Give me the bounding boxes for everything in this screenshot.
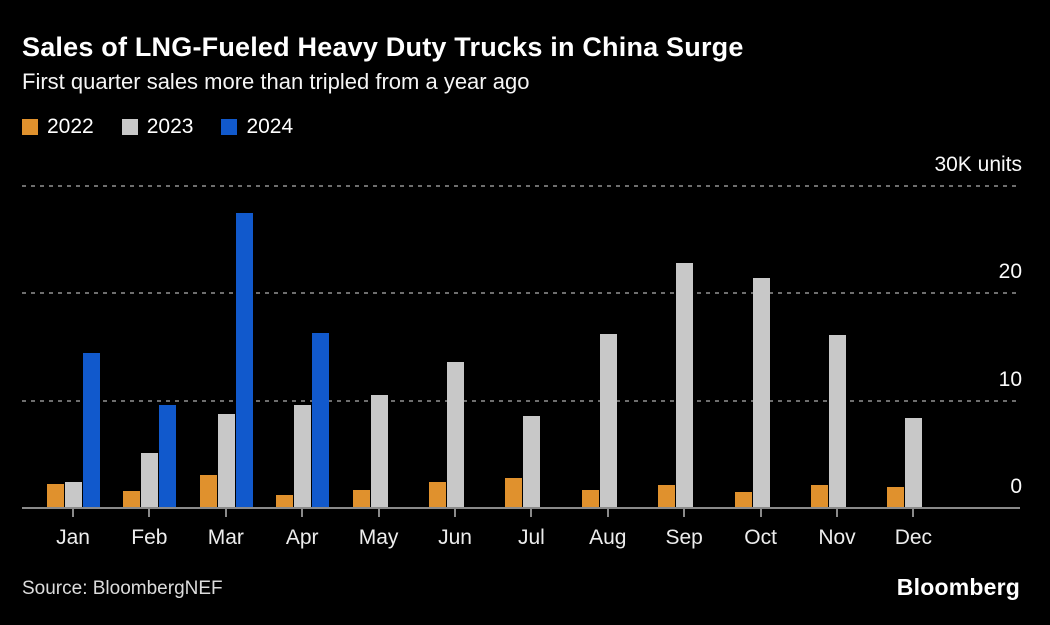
bar-2023-jun <box>447 362 464 508</box>
legend-swatch-2022 <box>22 119 38 135</box>
gridline-30k <box>22 185 1020 187</box>
bar-2022-oct <box>734 492 752 508</box>
bar-2023-jan <box>65 482 82 508</box>
y-label-30: 30K units <box>934 153 1022 176</box>
x-tick-oct <box>759 509 762 517</box>
x-tick-feb <box>148 509 151 517</box>
bar-2022-aug <box>581 490 599 508</box>
bloomberg-logo: Bloomberg <box>896 574 1020 600</box>
x-tick-may <box>377 509 380 517</box>
bar-2023-may <box>370 395 388 508</box>
x-label-nov: Nov <box>818 526 856 549</box>
x-tick-jul <box>530 509 533 517</box>
x-label-may: May <box>358 526 399 549</box>
bar-2023-dec <box>905 418 923 508</box>
source-note: Source: BloombergNEF <box>22 578 223 599</box>
bar-2024-feb <box>159 405 177 508</box>
x-label-sep: Sep <box>665 526 703 549</box>
plot-area <box>22 185 1020 508</box>
gridline-20k <box>22 292 1020 295</box>
x-tick-sep <box>683 509 686 517</box>
x-tick-nov <box>836 509 838 517</box>
gridline-10k <box>22 399 1020 402</box>
x-label-apr: Apr <box>285 526 319 549</box>
bar-2022-mar <box>199 475 217 508</box>
legend-item-2022: 2022 <box>22 115 94 139</box>
x-tick-jan <box>72 509 74 517</box>
x-tick-mar <box>224 509 227 517</box>
bar-2022-dec <box>887 487 905 508</box>
legend-label-2023: 2023 <box>146 115 194 138</box>
bar-2023-sep <box>676 263 694 508</box>
bar-2022-sep <box>658 485 676 508</box>
bar-2022-jul <box>505 478 523 508</box>
chart-title: Sales of LNG-Fueled Heavy Duty Trucks in… <box>22 32 744 62</box>
legend-swatch-2024 <box>221 119 238 135</box>
bar-2022-nov <box>811 485 828 508</box>
x-tick-jun <box>454 509 456 517</box>
x-label-jul: Jul <box>517 526 545 549</box>
chart-subtitle: First quarter sales more than tripled fr… <box>22 69 530 94</box>
bar-2023-feb <box>141 453 159 508</box>
x-label-aug: Aug <box>589 526 627 549</box>
x-label-oct: Oct <box>744 526 777 549</box>
bar-2023-mar <box>217 414 235 508</box>
x-axis-baseline <box>22 507 1020 509</box>
bar-2024-jan <box>83 353 100 508</box>
x-label-jun: Jun <box>438 526 472 549</box>
bar-2023-oct <box>752 278 770 508</box>
legend-swatch-2023 <box>121 119 138 135</box>
bar-2022-jun <box>429 482 446 508</box>
legend-item-2024: 2024 <box>221 115 293 139</box>
bar-2023-aug <box>599 334 617 508</box>
legend-label-2024: 2024 <box>246 115 294 138</box>
legend: 2022 2023 2024 <box>22 115 293 139</box>
y-label-20: 20 <box>998 260 1022 284</box>
legend-item-2023: 2023 <box>121 115 194 139</box>
x-label-feb: Feb <box>131 526 168 549</box>
x-label-mar: Mar <box>207 526 244 549</box>
bar-2024-mar <box>235 213 253 508</box>
bar-2023-nov <box>829 335 846 508</box>
bar-2022-apr <box>276 495 294 508</box>
x-label-jan: Jan <box>56 526 90 549</box>
y-label-0: 0 <box>1010 475 1022 498</box>
bar-2022-jan <box>47 484 64 508</box>
legend-label-2022: 2022 <box>47 115 94 138</box>
x-label-dec: Dec <box>894 526 933 549</box>
bar-2023-apr <box>294 405 312 508</box>
bar-2024-apr <box>312 333 330 508</box>
y-label-10: 10 <box>998 367 1022 391</box>
bar-2022-may <box>352 490 370 508</box>
bar-2022-feb <box>123 491 141 508</box>
x-tick-aug <box>606 509 609 517</box>
x-tick-dec <box>912 509 915 517</box>
bar-2023-jul <box>523 416 541 508</box>
x-tick-apr <box>301 509 304 517</box>
